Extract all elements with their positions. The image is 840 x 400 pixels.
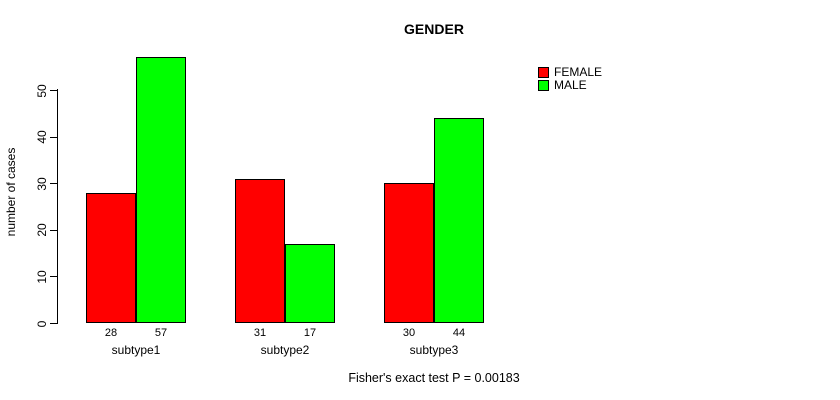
female-legend-swatch — [538, 66, 549, 78]
bar-female-subtype3 — [384, 183, 434, 323]
chart-title: GENDER — [404, 21, 464, 37]
y-tick-label: 20 — [35, 223, 49, 237]
y-tick-label: 0 — [35, 320, 49, 327]
category-label-subtype3: subtype3 — [409, 343, 459, 357]
bar-value-female-subtype3: 30 — [402, 327, 416, 339]
bar-value-female-subtype2: 31 — [253, 327, 267, 339]
legend-item-male: MALE — [538, 78, 602, 92]
bar-value-female-subtype1: 28 — [104, 327, 118, 339]
y-tick-label: 50 — [35, 83, 49, 98]
bar-male-subtype2 — [285, 243, 335, 323]
male-legend-swatch — [538, 79, 549, 91]
y-tick — [50, 183, 57, 185]
y-axis-label: number of cases — [4, 147, 18, 237]
legend-label-female: FEMALE — [554, 65, 603, 79]
y-axis-line — [57, 89, 58, 324]
y-tick — [50, 323, 57, 324]
bar-female-subtype2 — [235, 178, 285, 323]
category-label-subtype1: subtype1 — [111, 343, 161, 357]
bar-female-subtype1 — [86, 192, 136, 323]
y-tick-label: 10 — [35, 270, 49, 284]
category-label-subtype2: subtype2 — [260, 343, 310, 357]
bar-value-male-subtype1: 57 — [154, 327, 168, 339]
y-tick — [50, 276, 57, 278]
y-tick — [50, 90, 57, 91]
legend: FEMALE MALE — [538, 65, 603, 92]
fisher-test-annotation: Fisher's exact test P = 0.00183 — [348, 371, 520, 385]
bar-male-subtype3 — [434, 117, 484, 323]
bar-male-subtype1 — [136, 57, 186, 323]
y-tick-label: 40 — [35, 130, 49, 144]
bar-value-male-subtype2: 17 — [303, 327, 317, 339]
legend-item-female: FEMALE — [538, 65, 603, 79]
bar-value-male-subtype3: 44 — [452, 327, 466, 339]
y-tick — [50, 229, 57, 231]
y-tick-label: 30 — [35, 177, 49, 191]
y-tick — [50, 136, 57, 138]
legend-label-male: MALE — [554, 78, 587, 92]
